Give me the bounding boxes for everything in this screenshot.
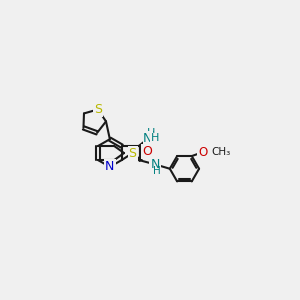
Text: S: S: [128, 146, 136, 160]
Text: H: H: [153, 166, 160, 176]
Text: CH₃: CH₃: [212, 147, 231, 157]
Text: H: H: [147, 128, 155, 138]
Text: N: N: [105, 160, 115, 173]
Text: N: N: [143, 132, 153, 145]
Text: O: O: [142, 145, 152, 158]
Text: S: S: [94, 103, 102, 116]
Text: O: O: [198, 146, 207, 159]
Text: H: H: [151, 134, 159, 143]
Text: N: N: [150, 158, 160, 171]
